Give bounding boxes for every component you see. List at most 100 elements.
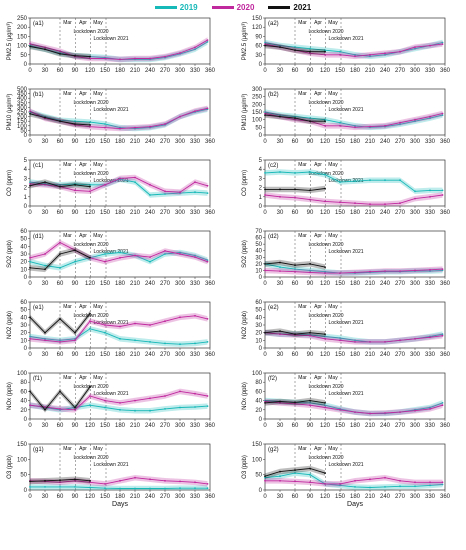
data-point-2019 xyxy=(206,341,209,343)
data-point-2020 xyxy=(179,316,181,319)
data-point-2021 xyxy=(309,263,311,265)
y-tick-label: 50 xyxy=(255,308,262,314)
data-point-2020 xyxy=(399,479,401,482)
x-tick-label: 0 xyxy=(28,352,32,358)
x-tick-label: 270 xyxy=(160,494,171,500)
data-point-2019 xyxy=(414,47,416,50)
month-label: May xyxy=(328,233,338,239)
x-tick-label: 360 xyxy=(440,139,451,145)
y-tick-label: 400 xyxy=(17,96,28,102)
x-tick-label: 150 xyxy=(335,423,346,429)
month-label: May xyxy=(93,375,103,381)
lockdown-label: Lockdown 2020 xyxy=(74,29,109,35)
data-point-2021 xyxy=(74,123,76,125)
data-point-2019 xyxy=(179,343,181,346)
data-point-2019 xyxy=(29,181,31,184)
x-tick-label: 270 xyxy=(160,423,171,429)
data-point-2020 xyxy=(29,42,31,45)
y-tick-label: 150 xyxy=(17,34,28,40)
x-tick-label: 30 xyxy=(42,210,49,216)
data-point-2020 xyxy=(104,483,106,485)
data-point-2020 xyxy=(119,402,121,404)
y-tick-label: 100 xyxy=(17,124,28,130)
data-point-2019 xyxy=(164,342,166,345)
x-tick-label: 90 xyxy=(72,423,79,429)
x-tick-label: 360 xyxy=(205,139,216,145)
data-point-2020 xyxy=(179,115,181,118)
data-point-2020 xyxy=(309,334,311,337)
y-tick-label: 0 xyxy=(259,488,263,494)
data-point-2020 xyxy=(29,337,31,340)
month-label: Mar xyxy=(298,20,307,26)
data-point-2020 xyxy=(44,46,46,49)
data-point-2019 xyxy=(441,269,444,272)
data-point-2021 xyxy=(264,188,266,191)
data-point-2020 xyxy=(279,402,281,404)
x-tick-label: 150 xyxy=(335,352,346,358)
data-point-2019 xyxy=(264,172,266,174)
lockdown-label: Lockdown 2021 xyxy=(329,178,364,184)
x-tick-label: 240 xyxy=(145,210,156,216)
data-point-2021 xyxy=(89,124,91,126)
x-tick-label: 120 xyxy=(320,352,331,358)
x-tick-label: 0 xyxy=(263,210,267,216)
data-point-2020 xyxy=(399,121,401,124)
x-tick-label: 30 xyxy=(277,139,284,145)
month-label: Mar xyxy=(63,375,72,381)
y-tick-label: 120 xyxy=(252,25,263,31)
data-point-2020 xyxy=(384,341,386,343)
data-point-2019 xyxy=(179,406,181,409)
data-point-2020 xyxy=(179,191,181,194)
x-tick-label: 90 xyxy=(307,494,314,500)
y-tick-label: 4 xyxy=(24,167,28,173)
data-point-2020 xyxy=(194,314,196,317)
data-point-2021 xyxy=(264,402,266,404)
data-point-2020 xyxy=(89,320,91,323)
data-point-2019 xyxy=(149,487,151,490)
data-point-2020 xyxy=(206,107,209,110)
data-point-2019 xyxy=(264,41,266,44)
data-point-2020 xyxy=(29,110,31,112)
data-point-2020 xyxy=(414,481,416,484)
y-tick-label: 40 xyxy=(255,399,262,405)
data-point-2019 xyxy=(164,408,166,410)
data-point-2020 xyxy=(104,183,106,186)
data-point-2020 xyxy=(441,334,444,337)
x-tick-label: 330 xyxy=(190,68,201,74)
band-2019 xyxy=(30,326,208,347)
y-tick-label: 1 xyxy=(259,195,263,201)
lockdown-label: Lockdown 2021 xyxy=(329,107,364,113)
x-tick-label: 60 xyxy=(292,281,299,287)
month-label: Apr xyxy=(314,375,322,381)
data-point-2020 xyxy=(384,52,386,55)
data-point-2021 xyxy=(324,120,326,123)
y-tick-label: 100 xyxy=(17,44,28,50)
y-tick-label: 1 xyxy=(24,195,28,201)
data-point-2021 xyxy=(59,390,61,393)
x-tick-label: 360 xyxy=(440,494,451,500)
data-point-2020 xyxy=(429,481,431,484)
x-tick-label: 0 xyxy=(28,210,32,216)
data-point-2019 xyxy=(194,191,196,194)
data-point-2020 xyxy=(399,339,401,342)
data-point-2020 xyxy=(441,43,444,45)
x-tick-label: 210 xyxy=(130,352,141,358)
data-point-2020 xyxy=(44,183,46,186)
x-tick-label: 240 xyxy=(145,139,156,145)
data-point-2019 xyxy=(414,120,416,123)
lockdown-label: Lockdown 2021 xyxy=(94,107,129,113)
data-point-2019 xyxy=(441,483,444,486)
data-point-2020 xyxy=(149,57,151,60)
y-tick-label: 350 xyxy=(17,101,28,107)
month-label: May xyxy=(328,375,338,381)
lockdown-label: Lockdown 2020 xyxy=(309,29,344,35)
data-point-2019 xyxy=(44,486,46,488)
x-tick-label: 90 xyxy=(307,423,314,429)
panel-label: (c1) xyxy=(33,163,43,169)
data-point-2019 xyxy=(194,48,196,51)
data-point-2021 xyxy=(59,479,61,482)
data-point-2020 xyxy=(104,57,106,60)
lockdown-label: Lockdown 2020 xyxy=(309,171,344,177)
data-point-2021 xyxy=(44,408,46,411)
